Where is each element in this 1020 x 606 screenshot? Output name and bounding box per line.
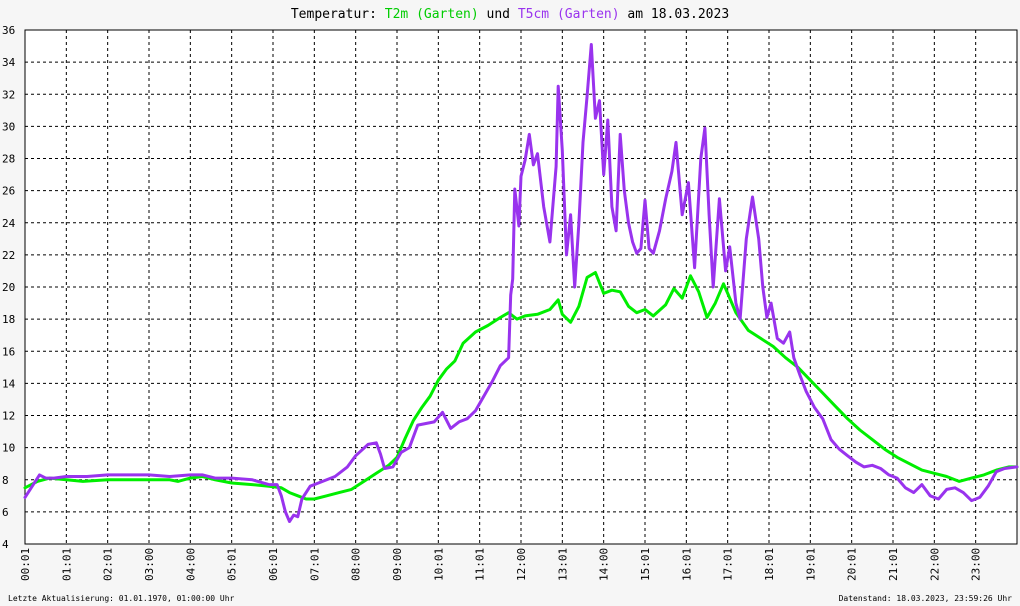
x-tick-label: 08:00 — [350, 548, 363, 581]
x-tick-label: 15:01 — [639, 548, 652, 581]
x-axis-ticks: 00:01 01:01 02:01 03:00 04:00 05:01 06:01 07:01… — [19, 548, 983, 581]
y-tick-label: 10 — [2, 442, 15, 455]
y-tick-label: 36 — [2, 24, 15, 37]
y-tick-label: 32 — [2, 88, 15, 101]
x-tick-label: 02:01 — [102, 548, 115, 581]
x-tick-label: 01:01 — [60, 548, 73, 581]
chart-title: Temperatur: T2m (Garten) und T5cm (Garte… — [291, 7, 729, 22]
title-series-t5cm: T5cm (Garten) — [518, 7, 620, 22]
series-layer — [23, 43, 1019, 523]
series-line-t5cm — [23, 43, 1019, 523]
title-prefix: Temperatur: — [291, 7, 385, 22]
x-tick-label: 10:01 — [432, 548, 445, 581]
footer-data-status: Datenstand: 18.03.2023, 23:59:26 Uhr — [839, 594, 1013, 603]
y-tick-label: 14 — [2, 377, 16, 390]
y-tick-label: 28 — [2, 153, 15, 166]
x-tick-label: 19:01 — [804, 548, 817, 581]
y-tick-label: 22 — [2, 249, 15, 262]
y-tick-label: 18 — [2, 313, 15, 326]
x-tick-label: 05:01 — [226, 548, 239, 581]
title-conjunction: und — [479, 7, 518, 22]
title-series-t2m: T2m (Garten) — [385, 7, 479, 22]
y-tick-label: 6 — [2, 506, 9, 519]
series-line-t2m — [23, 271, 1019, 501]
x-tick-label: 14:00 — [598, 548, 611, 581]
y-tick-label: 34 — [2, 56, 16, 69]
x-tick-label: 17:01 — [722, 548, 735, 581]
y-axis-ticks: 4 6 8 10 12 14 16 18 20 22 24 26 28 30 32 34 36 — [2, 24, 16, 551]
x-tick-label: 22:00 — [928, 548, 941, 581]
y-tick-label: 8 — [2, 474, 9, 487]
x-tick-label: 07:01 — [308, 548, 321, 581]
x-tick-label: 13:01 — [556, 548, 569, 581]
y-tick-label: 16 — [2, 345, 15, 358]
y-tick-label: 26 — [2, 185, 15, 198]
title-date: am 18.03.2023 — [620, 7, 730, 22]
y-tick-label: 12 — [2, 410, 15, 423]
x-tick-label: 20:01 — [846, 548, 859, 581]
footer-last-update: Letzte Aktualisierung: 01.01.1970, 01:00… — [8, 594, 235, 603]
x-tick-label: 18:01 — [763, 548, 776, 581]
x-tick-label: 03:00 — [143, 548, 156, 581]
x-tick-label: 21:01 — [887, 548, 900, 581]
x-tick-label: 06:01 — [267, 548, 280, 581]
x-tick-label: 00:01 — [19, 548, 32, 581]
y-tick-label: 20 — [2, 281, 15, 294]
x-tick-label: 11:01 — [474, 548, 487, 581]
x-tick-label: 16:01 — [680, 548, 693, 581]
y-tick-label: 24 — [2, 217, 16, 230]
x-tick-label: 09:00 — [391, 548, 404, 581]
x-tick-label: 23:00 — [970, 548, 983, 581]
x-tick-label: 12:00 — [515, 548, 528, 581]
y-tick-label: 30 — [2, 120, 15, 133]
y-tick-label: 4 — [2, 538, 9, 551]
x-tick-label: 04:00 — [184, 548, 197, 581]
